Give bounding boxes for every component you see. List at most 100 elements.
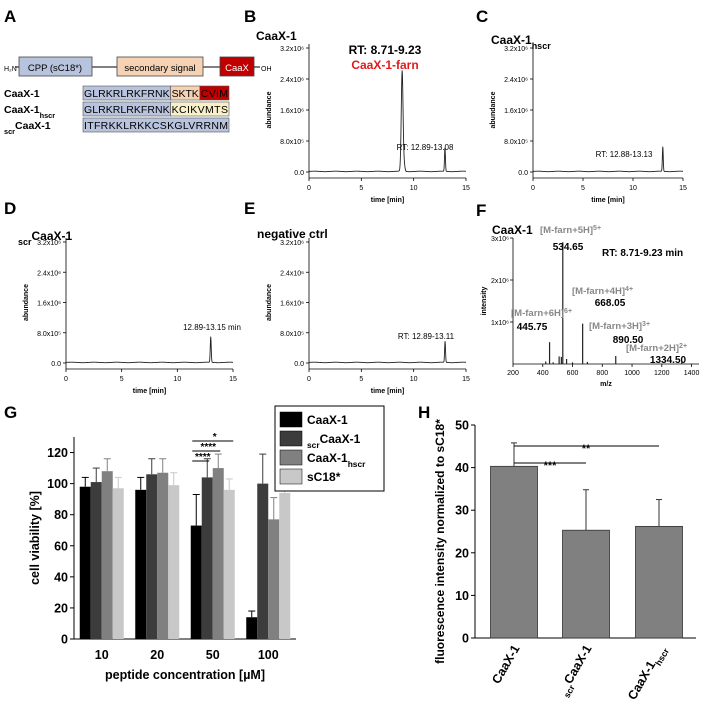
y-tick-label: 0.0	[518, 170, 528, 177]
legend-label: CaaX-1	[307, 413, 348, 427]
x-tick-label: 20	[150, 648, 164, 662]
ion-label: [M-farn+2H]2+	[626, 343, 687, 355]
bar	[112, 488, 124, 639]
label-main: CaaX-1	[561, 642, 594, 686]
ion-formula: [M-farn+5H]	[540, 225, 593, 236]
x-tick-label: 10	[629, 185, 637, 192]
ion-mz: 1334.50	[650, 355, 687, 366]
y-tick-label: 3.2x10⁶	[280, 46, 304, 53]
ion-label: [M-farn+5H]5+	[540, 225, 601, 237]
y-tick-label: 2.4x10⁶	[280, 270, 304, 277]
x-tick-label: 15	[679, 185, 687, 192]
panel-letter-a: A	[4, 7, 16, 26]
label-main: CaaX-1	[489, 642, 522, 686]
ion-label: [M-farn+3H]3+	[589, 321, 650, 333]
x-tick-label: 400	[537, 370, 549, 377]
ion-formula: [M-farn+6H]	[511, 308, 564, 319]
c-terminus-label: OH	[261, 66, 272, 73]
n-terminus-label: H₂N	[4, 66, 17, 73]
x-axis-label: time [min]	[371, 197, 404, 204]
significance-stars: **	[582, 443, 591, 455]
y-tick-label: 3.2x10⁶	[504, 46, 528, 53]
label-subscript: scr	[562, 683, 578, 700]
y-tick-label: 3.2x10⁶	[280, 240, 304, 247]
mass-spectrum-panel-f: F CaaX-1 1x10⁶ 2x10⁶ 3x10⁶ 200 400 600 800 1000 12…	[476, 201, 699, 388]
ion-charge: 3+	[642, 321, 650, 328]
chart-title: CaaX-1	[492, 223, 533, 237]
label-main: CaaX-1	[4, 104, 40, 116]
y-tick-label: 3.2x10⁶	[37, 240, 61, 247]
peak-annotation: RT: 12.89-13.08	[397, 143, 454, 152]
label-subscript: hscr	[653, 646, 671, 668]
y-tick-label: 80	[54, 508, 68, 522]
y-tick-label: 30	[455, 504, 469, 518]
label-subscript: hscr	[532, 41, 552, 51]
label-main: CaaX-1	[15, 120, 51, 132]
y-axis-label: abundance	[490, 91, 497, 128]
legend-label: sC18*	[307, 470, 341, 484]
y-axis-label: cell viability [%]	[28, 491, 42, 585]
bar	[201, 477, 213, 639]
y-tick-label: 0.0	[51, 361, 61, 368]
ion-label: [M-farn+6H]6+	[511, 308, 572, 320]
cpp-label: CPP (sC18*)	[28, 63, 82, 74]
bar	[212, 468, 224, 639]
sequence-residues: CVIM	[201, 88, 228, 100]
bar	[257, 483, 269, 639]
peak-annotation: CaaX-1-farn	[351, 58, 418, 72]
y-tick-label: 10	[455, 589, 469, 603]
x-tick-label: 50	[206, 648, 220, 662]
x-tick-label: 5	[120, 376, 124, 383]
panel-letter: E	[244, 199, 255, 218]
y-tick-label: 40	[455, 461, 469, 475]
legend-swatch	[279, 468, 303, 485]
panel-letter: B	[244, 7, 256, 26]
panel-letter: D	[4, 199, 16, 218]
y-tick-label: 20	[455, 546, 469, 560]
x-axis-label: time [min]	[591, 197, 624, 204]
label-subscript: hscr	[40, 111, 56, 120]
chromatogram-trace	[308, 341, 467, 364]
y-tick-label: 0.0	[294, 361, 304, 368]
y-tick-label: 1x10⁶	[491, 320, 509, 327]
label-subscript: scr	[307, 440, 320, 450]
ion-mz: 534.65	[553, 242, 584, 253]
x-tick-label: 1400	[684, 370, 700, 377]
panel-letter: H	[418, 403, 430, 422]
sequence-segment	[82, 117, 230, 133]
x-tick-label: 5	[359, 376, 363, 383]
chart-title: CaaX-1hscr	[491, 33, 551, 51]
x-axis-label: m/z	[600, 381, 612, 388]
sequence-name: scrCaaX-1	[4, 120, 51, 136]
x-tick-label: 5	[359, 185, 363, 192]
ion-charge: 5+	[593, 225, 601, 232]
label-main: CaaX-1	[307, 451, 348, 465]
sequence-residues: GLRKRLRKFRNK	[84, 88, 170, 100]
peak-annotation: RT: 12.89-13.11	[398, 332, 455, 341]
peak-annotation: RT: 8.71-9.23	[349, 43, 422, 57]
chromatogram-trace	[65, 336, 234, 364]
x-tick-label: 600	[567, 370, 579, 377]
x-tick-label: 15	[229, 376, 237, 383]
y-tick-label: 2.4x10⁶	[37, 270, 61, 277]
ion-charge: 2+	[679, 343, 687, 350]
label-main: CaaX-1	[307, 413, 348, 427]
label-main: CaaX-1	[4, 88, 40, 100]
x-axis-label: time [min]	[133, 388, 166, 395]
legend-swatch	[279, 430, 303, 447]
x-axis-label: time [min]	[371, 388, 404, 395]
chart-title-main: CaaX-1	[491, 33, 532, 47]
label-subscript: scr	[4, 127, 15, 136]
y-tick-label: 8.0x10⁵	[280, 139, 304, 146]
label-main: CaaX-1	[320, 432, 361, 446]
bar	[168, 485, 180, 639]
bar	[101, 471, 113, 639]
y-axis-label: intensity	[481, 287, 488, 316]
x-tick-label: 15	[462, 185, 470, 192]
bar	[279, 492, 291, 639]
